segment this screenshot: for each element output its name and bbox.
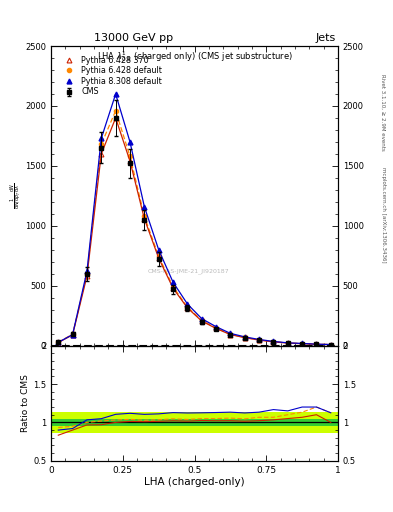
- Pythia 6.428 370: [285, 340, 290, 346]
- Pythia 6.428 default: [156, 253, 161, 260]
- Pythia 6.428 default: [314, 341, 319, 347]
- Pythia 8.308 default: [113, 91, 118, 97]
- Pythia 6.428 370: [113, 115, 118, 121]
- Pythia 6.428 default: [56, 339, 61, 345]
- Pythia 6.428 370: [171, 285, 175, 291]
- Pythia 6.428 370: [314, 341, 319, 347]
- Line: Pythia 6.428 default: Pythia 6.428 default: [56, 109, 333, 347]
- Line: Pythia 6.428 370: Pythia 6.428 370: [56, 116, 333, 347]
- Pythia 6.428 370: [128, 158, 132, 164]
- Pythia 6.428 default: [171, 284, 175, 290]
- Pythia 8.308 default: [271, 338, 276, 345]
- Pythia 8.308 default: [84, 268, 89, 274]
- Pythia 6.428 default: [285, 340, 290, 346]
- Pythia 6.428 370: [142, 216, 147, 222]
- Line: Pythia 8.308 default: Pythia 8.308 default: [56, 92, 333, 347]
- Pythia 8.308 default: [314, 341, 319, 347]
- Pythia 6.428 default: [329, 342, 333, 348]
- Pythia 6.428 default: [257, 337, 261, 343]
- Pythia 6.428 370: [185, 305, 190, 311]
- Y-axis label: Ratio to CMS: Ratio to CMS: [21, 374, 30, 432]
- Pythia 8.308 default: [171, 279, 175, 285]
- Pythia 6.428 default: [70, 331, 75, 337]
- Text: CMS-PAS-JME-21_JI920187: CMS-PAS-JME-21_JI920187: [148, 268, 230, 273]
- Pythia 8.308 default: [99, 135, 104, 141]
- Pythia 6.428 default: [84, 271, 89, 277]
- Pythia 8.308 default: [329, 342, 333, 348]
- Pythia 6.428 default: [300, 340, 305, 347]
- Pythia 8.308 default: [156, 247, 161, 253]
- Y-axis label: mathrm d²N
mathrm d p_T
mathrm d lambda

$\frac{1}{\mathrm{d}N/\mathrm{d}p_T}\fr: mathrm d²N mathrm d p_T mathrm d lambda …: [0, 164, 24, 227]
- Pythia 6.428 default: [113, 108, 118, 114]
- Pythia 6.428 default: [228, 331, 233, 337]
- Pythia 6.428 default: [271, 339, 276, 345]
- Text: mcplots.cern.ch [arXiv:1306.3436]: mcplots.cern.ch [arXiv:1306.3436]: [381, 167, 386, 263]
- Pythia 6.428 370: [99, 151, 104, 157]
- Text: 13000 GeV pp: 13000 GeV pp: [94, 33, 173, 44]
- Pythia 8.308 default: [228, 330, 233, 336]
- Pythia 6.428 370: [70, 332, 75, 338]
- Pythia 6.428 default: [128, 153, 132, 159]
- Legend: Pythia 6.428 370, Pythia 6.428 default, Pythia 8.308 default, CMS: Pythia 6.428 370, Pythia 6.428 default, …: [57, 52, 165, 99]
- Pythia 8.308 default: [56, 339, 61, 346]
- Pythia 8.308 default: [142, 204, 147, 210]
- Pythia 8.308 default: [128, 139, 132, 145]
- Pythia 6.428 default: [199, 317, 204, 324]
- Pythia 8.308 default: [199, 315, 204, 322]
- Pythia 8.308 default: [214, 324, 219, 330]
- Pythia 8.308 default: [70, 331, 75, 337]
- Pythia 6.428 default: [214, 325, 219, 331]
- Text: LHA $\lambda^1_{0.5}$ (charged only) (CMS jet substructure): LHA $\lambda^1_{0.5}$ (charged only) (CM…: [97, 49, 292, 64]
- Pythia 8.308 default: [242, 334, 247, 340]
- Pythia 8.308 default: [185, 301, 190, 307]
- Pythia 6.428 370: [242, 335, 247, 341]
- Pythia 6.428 default: [242, 334, 247, 340]
- Pythia 6.428 370: [257, 337, 261, 343]
- Pythia 6.428 370: [300, 340, 305, 347]
- Pythia 6.428 370: [56, 339, 61, 346]
- X-axis label: LHA (charged-only): LHA (charged-only): [144, 477, 245, 487]
- Pythia 6.428 370: [228, 331, 233, 337]
- Pythia 6.428 370: [84, 273, 89, 279]
- Pythia 8.308 default: [257, 336, 261, 343]
- Pythia 6.428 370: [199, 318, 204, 324]
- Pythia 6.428 370: [329, 342, 333, 348]
- Pythia 6.428 370: [214, 326, 219, 332]
- Pythia 6.428 default: [99, 141, 104, 147]
- Pythia 6.428 370: [156, 255, 161, 261]
- Pythia 6.428 default: [142, 213, 147, 219]
- Pythia 8.308 default: [285, 340, 290, 346]
- Pythia 6.428 default: [185, 304, 190, 310]
- Text: Jets: Jets: [316, 33, 336, 44]
- Pythia 6.428 370: [271, 339, 276, 345]
- Text: Rivet 3.1.10, ≥ 2.9M events: Rivet 3.1.10, ≥ 2.9M events: [381, 74, 386, 151]
- Pythia 8.308 default: [300, 340, 305, 347]
